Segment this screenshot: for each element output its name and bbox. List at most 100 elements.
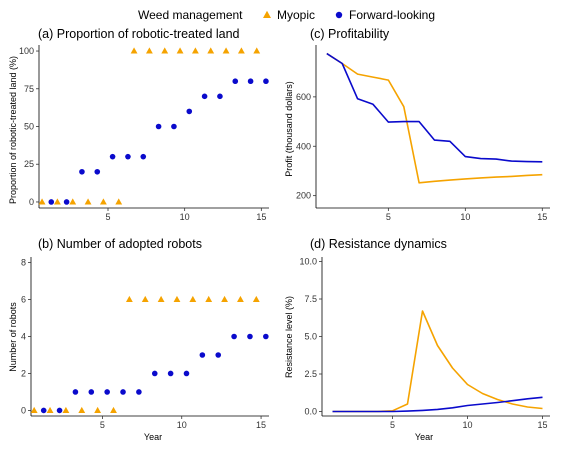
legend-item-forward-looking: Forward-looking [335, 8, 435, 22]
point-forward-looking [247, 78, 254, 85]
x-tick-label: 5 [386, 212, 391, 222]
point-myopic [94, 406, 102, 413]
point-forward-looking [217, 93, 223, 100]
y-tick-label: 2 [21, 368, 26, 378]
point-myopic [69, 198, 77, 205]
panel-b-robots: (b) Number of adopted robots Number of r… [8, 237, 269, 442]
point-myopic [145, 47, 153, 54]
panel-d-xlabel: Year [415, 432, 433, 442]
x-tick-label: 15 [256, 420, 266, 430]
point-myopic [253, 47, 261, 54]
panel-a-proportion: (a) Proportion of robotic-treated land P… [8, 27, 269, 222]
legend-myopic-marker [263, 10, 271, 18]
y-tick-label: 10.0 [299, 257, 317, 267]
panel-a-axes: 5 10 15 0 25 50 75 100 [19, 45, 269, 222]
panel-c-profitability: (c) Profitability Profit (thousand dolla… [284, 27, 550, 222]
x-tick-label: 15 [537, 212, 547, 222]
y-tick-label: 0.0 [304, 407, 317, 417]
x-tick-label: 10 [460, 212, 470, 222]
series-line-forward-looking [332, 396, 543, 413]
series-line-forward-looking [326, 52, 543, 163]
point-forward-looking [63, 199, 70, 205]
point-forward-looking [72, 389, 79, 395]
point-myopic [173, 295, 181, 303]
legend-title: Weed management [138, 8, 243, 22]
panel-b-ylabel: Number of robots [8, 302, 18, 372]
panel-d-title: (d) Resistance dynamics [310, 237, 447, 251]
panel-d-resistance: (d) Resistance dynamics Resistance level… [284, 237, 550, 442]
point-myopic [221, 295, 228, 303]
point-forward-looking [263, 78, 269, 85]
point-myopic [205, 295, 213, 303]
point-myopic [130, 47, 138, 54]
point-myopic [157, 295, 165, 303]
point-forward-looking [215, 352, 222, 358]
panel-c-ylabel: Profit (thousand dollars) [284, 81, 294, 177]
point-myopic [99, 198, 107, 205]
point-myopic [141, 295, 149, 303]
point-myopic [207, 47, 215, 54]
point-forward-looking [79, 168, 85, 175]
panel-a-title: (a) Proportion of robotic-treated land [38, 27, 240, 41]
point-myopic [161, 47, 169, 54]
x-tick-label: 5 [390, 420, 395, 430]
point-forward-looking [125, 153, 131, 160]
point-forward-looking [94, 168, 101, 175]
point-myopic [125, 295, 133, 303]
point-myopic [189, 295, 197, 303]
panel-b-title: (b) Number of adopted robots [38, 237, 202, 251]
legend-myopic-label: Myopic [277, 8, 315, 22]
point-myopic [237, 295, 244, 303]
y-tick-label: 75 [24, 84, 34, 94]
y-tick-label: 4 [21, 332, 26, 342]
x-tick-label: 5 [105, 212, 110, 222]
point-myopic [38, 198, 46, 205]
point-forward-looking [199, 352, 206, 358]
series-line-myopic [332, 310, 543, 413]
y-tick-label: 2.5 [304, 369, 317, 379]
point-myopic [46, 406, 54, 413]
panel-b-marks [30, 295, 269, 414]
series-line-myopic [326, 52, 543, 184]
point-forward-looking [109, 153, 116, 160]
panel-b-axes: 5 10 15 0 2 4 6 8 [21, 257, 269, 430]
x-tick-label: 10 [462, 420, 472, 430]
point-forward-looking [140, 153, 147, 160]
point-myopic [62, 406, 70, 413]
point-forward-looking [247, 333, 253, 340]
point-myopic [53, 198, 61, 205]
point-myopic [84, 198, 92, 205]
point-forward-looking [151, 370, 158, 377]
panel-d-ylabel: Resistance level (%) [284, 296, 294, 378]
point-forward-looking [186, 108, 193, 115]
point-myopic [222, 47, 230, 54]
point-forward-looking [48, 199, 55, 205]
point-forward-looking [40, 407, 47, 414]
y-tick-label: 8 [21, 258, 26, 268]
point-forward-looking [88, 389, 95, 395]
x-tick-label: 10 [177, 420, 187, 430]
point-forward-looking [120, 389, 126, 395]
point-myopic [78, 406, 86, 413]
panel-c-title: (c) Profitability [310, 27, 390, 41]
point-forward-looking [263, 333, 269, 340]
legend: Weed management Myopic Forward-looking [138, 8, 435, 22]
y-tick-label: 200 [296, 191, 311, 201]
point-myopic [237, 47, 245, 54]
panel-d-marks [332, 310, 543, 413]
point-forward-looking [232, 78, 239, 85]
y-tick-label: 6 [21, 295, 26, 305]
panel-c-marks [326, 52, 543, 184]
point-forward-looking [155, 123, 162, 130]
y-tick-label: 400 [296, 141, 311, 151]
x-tick-label: 5 [100, 420, 105, 430]
point-forward-looking [231, 333, 237, 340]
point-forward-looking [201, 93, 208, 100]
panel-a-marks [38, 47, 269, 205]
y-tick-label: 25 [24, 159, 34, 169]
legend-forward-looking-marker [335, 11, 343, 19]
y-tick-label: 0 [29, 197, 34, 207]
point-myopic [191, 47, 199, 54]
panel-b-xlabel: Year [144, 432, 162, 442]
